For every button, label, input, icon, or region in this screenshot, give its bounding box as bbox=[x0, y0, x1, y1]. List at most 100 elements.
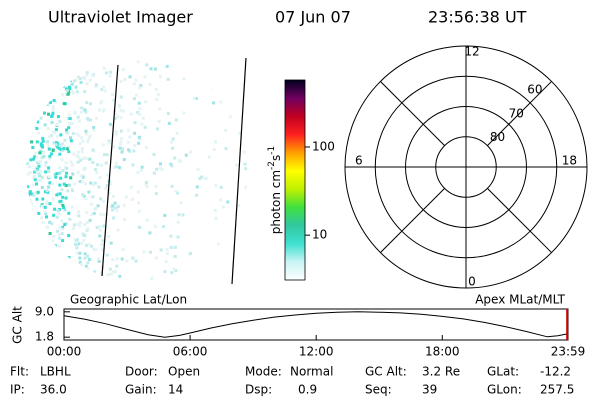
speckle bbox=[48, 154, 52, 158]
speckle bbox=[80, 150, 84, 154]
speckle bbox=[108, 74, 112, 78]
speckle bbox=[86, 221, 89, 225]
speckle bbox=[168, 59, 172, 62]
speckle bbox=[58, 166, 62, 170]
speckle bbox=[35, 180, 39, 184]
speckle bbox=[29, 242, 33, 246]
speckle bbox=[34, 169, 38, 173]
speckle bbox=[137, 101, 141, 105]
speckle bbox=[48, 81, 52, 85]
speckle bbox=[150, 282, 153, 285]
speckle bbox=[111, 258, 115, 262]
speckle bbox=[98, 108, 101, 112]
speckle bbox=[207, 63, 211, 67]
speckle bbox=[44, 161, 48, 164]
speckle bbox=[36, 252, 40, 256]
speckle bbox=[29, 213, 33, 217]
speckle bbox=[75, 246, 79, 250]
speckle bbox=[99, 164, 103, 168]
speckle bbox=[61, 93, 65, 97]
speckle bbox=[103, 89, 107, 93]
speckle bbox=[47, 147, 51, 151]
speckle bbox=[31, 106, 35, 110]
speckle bbox=[94, 83, 98, 87]
speckle bbox=[34, 274, 38, 277]
speckle bbox=[46, 262, 50, 266]
speckle bbox=[58, 143, 62, 147]
speckle bbox=[123, 218, 126, 222]
speckle bbox=[189, 252, 193, 255]
speckle bbox=[52, 266, 56, 270]
speckle bbox=[136, 171, 140, 174]
field-label: GLon: bbox=[487, 383, 522, 397]
speckle bbox=[250, 71, 253, 74]
diagonal bbox=[380, 188, 445, 253]
speckle bbox=[72, 91, 75, 95]
speckle bbox=[39, 100, 42, 104]
speckle bbox=[41, 136, 45, 140]
speckle bbox=[57, 233, 61, 236]
speckle bbox=[177, 213, 181, 217]
speckle bbox=[242, 150, 246, 154]
speckle bbox=[90, 277, 94, 281]
speckle bbox=[117, 105, 121, 109]
speckle bbox=[57, 115, 60, 119]
speckle bbox=[107, 234, 111, 238]
speckle bbox=[74, 78, 78, 82]
speckle bbox=[157, 283, 160, 286]
speckle bbox=[40, 186, 44, 189]
x-tick-label: 18:00 bbox=[425, 345, 460, 359]
speckle bbox=[107, 277, 111, 281]
speckle bbox=[50, 222, 54, 226]
speckle bbox=[71, 132, 75, 136]
speckle bbox=[85, 82, 89, 86]
speckle bbox=[69, 139, 73, 143]
speckle bbox=[75, 265, 79, 268]
speckle bbox=[97, 260, 101, 263]
speckle bbox=[119, 79, 123, 83]
speckle bbox=[221, 205, 225, 209]
speckle bbox=[198, 177, 202, 181]
speckle bbox=[105, 153, 109, 157]
speckle bbox=[44, 256, 48, 260]
speckle bbox=[123, 78, 127, 81]
speckle bbox=[140, 122, 144, 126]
speckle bbox=[49, 245, 53, 249]
speckle bbox=[47, 185, 50, 189]
speckle bbox=[172, 267, 176, 271]
speckle bbox=[55, 215, 59, 219]
speckle bbox=[35, 127, 39, 130]
speckle bbox=[32, 260, 36, 264]
speckle bbox=[33, 170, 37, 174]
colorbar-tick-label: 100 bbox=[312, 139, 335, 153]
field-value: Normal bbox=[290, 365, 333, 379]
speckle bbox=[70, 187, 74, 191]
speckle bbox=[88, 218, 92, 222]
speckle bbox=[41, 139, 45, 143]
speckle bbox=[48, 90, 52, 94]
speckle bbox=[53, 74, 57, 78]
speckle bbox=[33, 174, 36, 178]
speckle bbox=[142, 250, 146, 254]
speckle bbox=[105, 253, 109, 257]
speckle bbox=[60, 158, 64, 162]
speckle bbox=[35, 269, 39, 273]
speckle bbox=[48, 232, 52, 235]
panel-label: Apex MLat/MLT bbox=[475, 293, 565, 307]
colorbar-exp: -2 bbox=[267, 161, 277, 170]
speckle bbox=[53, 172, 57, 176]
speckle bbox=[92, 125, 96, 129]
speckle bbox=[28, 130, 32, 134]
speckle bbox=[61, 203, 65, 207]
speckle bbox=[173, 255, 177, 258]
speckle bbox=[70, 67, 74, 71]
speckle bbox=[251, 65, 254, 68]
speckle bbox=[214, 216, 218, 220]
speckle bbox=[28, 103, 32, 107]
speckle bbox=[207, 155, 211, 159]
speckle bbox=[96, 204, 100, 208]
speckle bbox=[45, 79, 49, 83]
speckle bbox=[83, 252, 87, 256]
speckle bbox=[155, 98, 159, 101]
